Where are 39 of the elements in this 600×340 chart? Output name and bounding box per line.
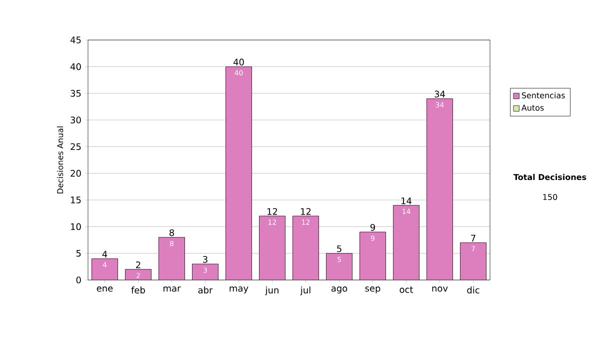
x-tick-label: abr: [198, 286, 213, 294]
y-tick-label: 25: [70, 143, 81, 150]
text: 150: [543, 194, 558, 200]
y-tick-label: 35: [70, 90, 81, 97]
x-tick-label: sep: [365, 286, 380, 294]
text: 14: [402, 198, 412, 204]
x-tick-label: nov: [432, 286, 448, 292]
text: 40: [233, 58, 244, 66]
text: 5: [337, 245, 342, 252]
text: 12: [301, 208, 311, 215]
x-tick-label: feb: [131, 286, 145, 294]
text: 9: [370, 224, 375, 231]
text: 34: [434, 90, 445, 98]
text: 7: [471, 234, 476, 242]
x-tick-label: jul: [300, 286, 310, 296]
x-tick-label: mar: [164, 286, 181, 292]
text: Total Decisiones: [513, 174, 586, 180]
y-tick-label: 45: [70, 36, 81, 44]
y-tick-label: 40: [70, 63, 81, 70]
y-tick-label: 15: [71, 196, 81, 204]
y-tick-label: 20: [70, 170, 81, 177]
y-tick-label: 0: [76, 276, 81, 284]
y-tick-label: 10: [71, 223, 81, 230]
text: 3: [203, 256, 208, 263]
x-tick-label: dic: [467, 286, 480, 294]
y-axis-title: Decisiones Anual: [56, 126, 64, 194]
text: 2: [136, 261, 140, 268]
y-tick-label: 30: [70, 116, 81, 124]
text: 4: [102, 250, 108, 258]
x-tick-label: jun: [265, 286, 278, 296]
y-tick-label: 5: [76, 250, 81, 257]
legend-label: Autos: [521, 104, 544, 111]
x-tick-label: ago: [331, 286, 348, 294]
text: 8: [170, 229, 174, 236]
x-tick-label: oct: [400, 286, 414, 293]
legend-label: Sentencias: [522, 92, 565, 98]
text: 12: [268, 208, 278, 215]
x-tick-label: ene: [96, 286, 113, 292]
x-tick-label: may: [230, 286, 248, 294]
